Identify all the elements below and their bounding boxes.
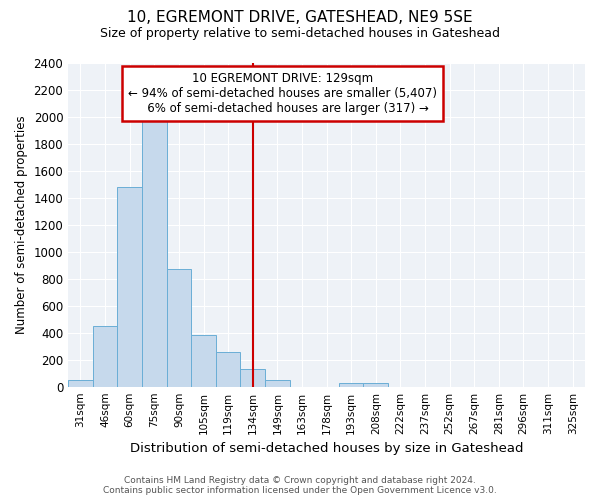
Bar: [68, 380, 93, 386]
Bar: [142, 116, 167, 386]
Bar: [241, 369, 265, 386]
Bar: [118, 187, 142, 386]
Bar: [364, 382, 388, 386]
Y-axis label: Number of semi-detached properties: Number of semi-detached properties: [15, 116, 28, 334]
Bar: [265, 380, 290, 386]
Text: Contains HM Land Registry data © Crown copyright and database right 2024.
Contai: Contains HM Land Registry data © Crown c…: [103, 476, 497, 495]
Bar: [93, 326, 118, 386]
Text: Size of property relative to semi-detached houses in Gateshead: Size of property relative to semi-detach…: [100, 28, 500, 40]
X-axis label: Distribution of semi-detached houses by size in Gateshead: Distribution of semi-detached houses by …: [130, 442, 523, 455]
Bar: [191, 336, 216, 386]
Text: 10, EGREMONT DRIVE, GATESHEAD, NE9 5SE: 10, EGREMONT DRIVE, GATESHEAD, NE9 5SE: [127, 10, 473, 25]
Text: 10 EGREMONT DRIVE: 129sqm
← 94% of semi-detached houses are smaller (5,407)
   6: 10 EGREMONT DRIVE: 129sqm ← 94% of semi-…: [128, 72, 437, 115]
Bar: [339, 382, 364, 386]
Bar: [216, 352, 241, 386]
Bar: [167, 269, 191, 386]
